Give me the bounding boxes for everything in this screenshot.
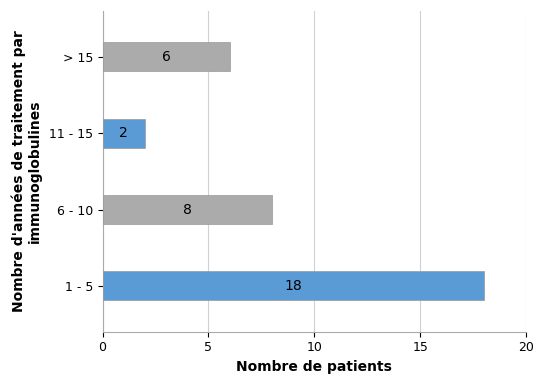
Bar — [102, 42, 229, 71]
Text: 18: 18 — [284, 279, 302, 293]
Text: 8: 8 — [183, 203, 192, 216]
Text: 6: 6 — [162, 50, 171, 64]
Bar — [102, 195, 272, 224]
Bar — [102, 119, 145, 148]
Y-axis label: Nombre d'années de traitement par
immunoglobulines: Nombre d'années de traitement par immuno… — [11, 30, 42, 312]
Text: 2: 2 — [119, 126, 128, 140]
X-axis label: Nombre de patients: Nombre de patients — [237, 360, 392, 374]
Bar — [102, 271, 483, 300]
